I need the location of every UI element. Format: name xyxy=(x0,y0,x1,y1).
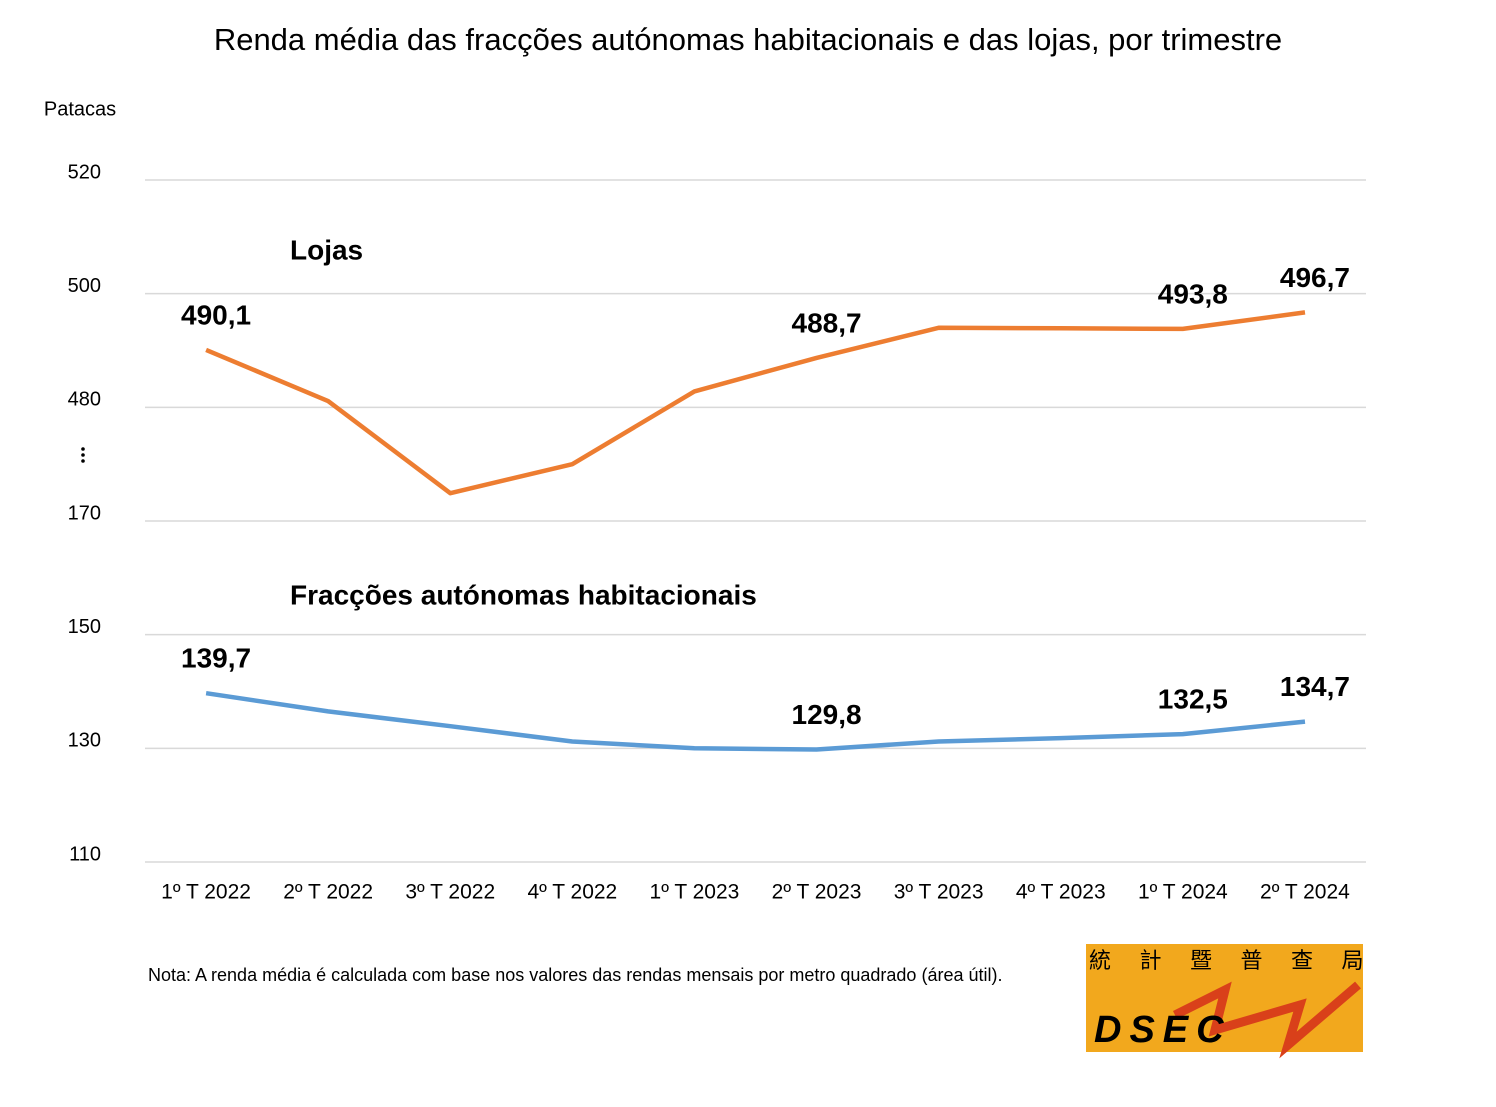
x-tick-label: 3º T 2023 xyxy=(894,881,984,904)
series-label: Fracções autónomas habitacionais xyxy=(290,579,757,610)
data-label: 129,8 xyxy=(792,699,862,730)
logo-char: 計 xyxy=(1139,948,1161,973)
series-line xyxy=(205,690,1306,752)
y-tick-label: 500 xyxy=(68,275,101,297)
chart-title: Renda média das fracções autónomas habit… xyxy=(214,22,1282,57)
x-tick-label: 2º T 2022 xyxy=(283,881,373,904)
y-tick-label: 170 xyxy=(68,502,101,524)
series-label: Lojas xyxy=(290,234,363,265)
logo-char: 暨 xyxy=(1190,948,1212,973)
x-tick-label: 1º T 2022 xyxy=(161,881,251,904)
x-tick-label: 2º T 2023 xyxy=(772,881,862,904)
y-tick-label: 480 xyxy=(68,389,101,411)
data-label: 134,7 xyxy=(1280,671,1350,702)
x-tick-label: 3º T 2022 xyxy=(405,881,495,904)
y-tick-label: 150 xyxy=(68,616,101,638)
data-label: 488,7 xyxy=(792,307,862,338)
logo-char: 統 xyxy=(1089,948,1111,973)
data-label: 132,5 xyxy=(1158,684,1228,715)
data-label: 496,7 xyxy=(1280,262,1350,293)
data-label: 139,7 xyxy=(181,643,251,674)
y-tick-label: 130 xyxy=(68,730,101,752)
y-axis-label: Patacas xyxy=(44,98,116,120)
axis-break-marker xyxy=(81,447,85,463)
y-tick-label: 110 xyxy=(69,843,101,865)
series-line xyxy=(205,310,1306,496)
logo-text: DSEC xyxy=(1094,1009,1232,1051)
logo-zigzag xyxy=(1172,981,1361,1059)
y-tick-label: 520 xyxy=(68,161,101,183)
data-label: 493,8 xyxy=(1158,278,1228,309)
x-tick-label: 4º T 2023 xyxy=(1016,881,1106,904)
x-tick-label: 1º T 2024 xyxy=(1138,881,1228,904)
data-label: 490,1 xyxy=(181,299,251,330)
x-tick-label: 2º T 2024 xyxy=(1260,881,1350,904)
x-tick-label: 4º T 2022 xyxy=(527,881,617,904)
note: Nota: A renda média é calculada com base… xyxy=(148,965,1002,985)
logo-char: 局 xyxy=(1341,948,1363,973)
logo-char: 查 xyxy=(1291,948,1313,973)
x-tick-label: 1º T 2023 xyxy=(650,881,740,904)
logo-char: 普 xyxy=(1240,948,1262,973)
logo: DSEC 統 計 暨 普 查 局 xyxy=(1086,944,1364,1059)
